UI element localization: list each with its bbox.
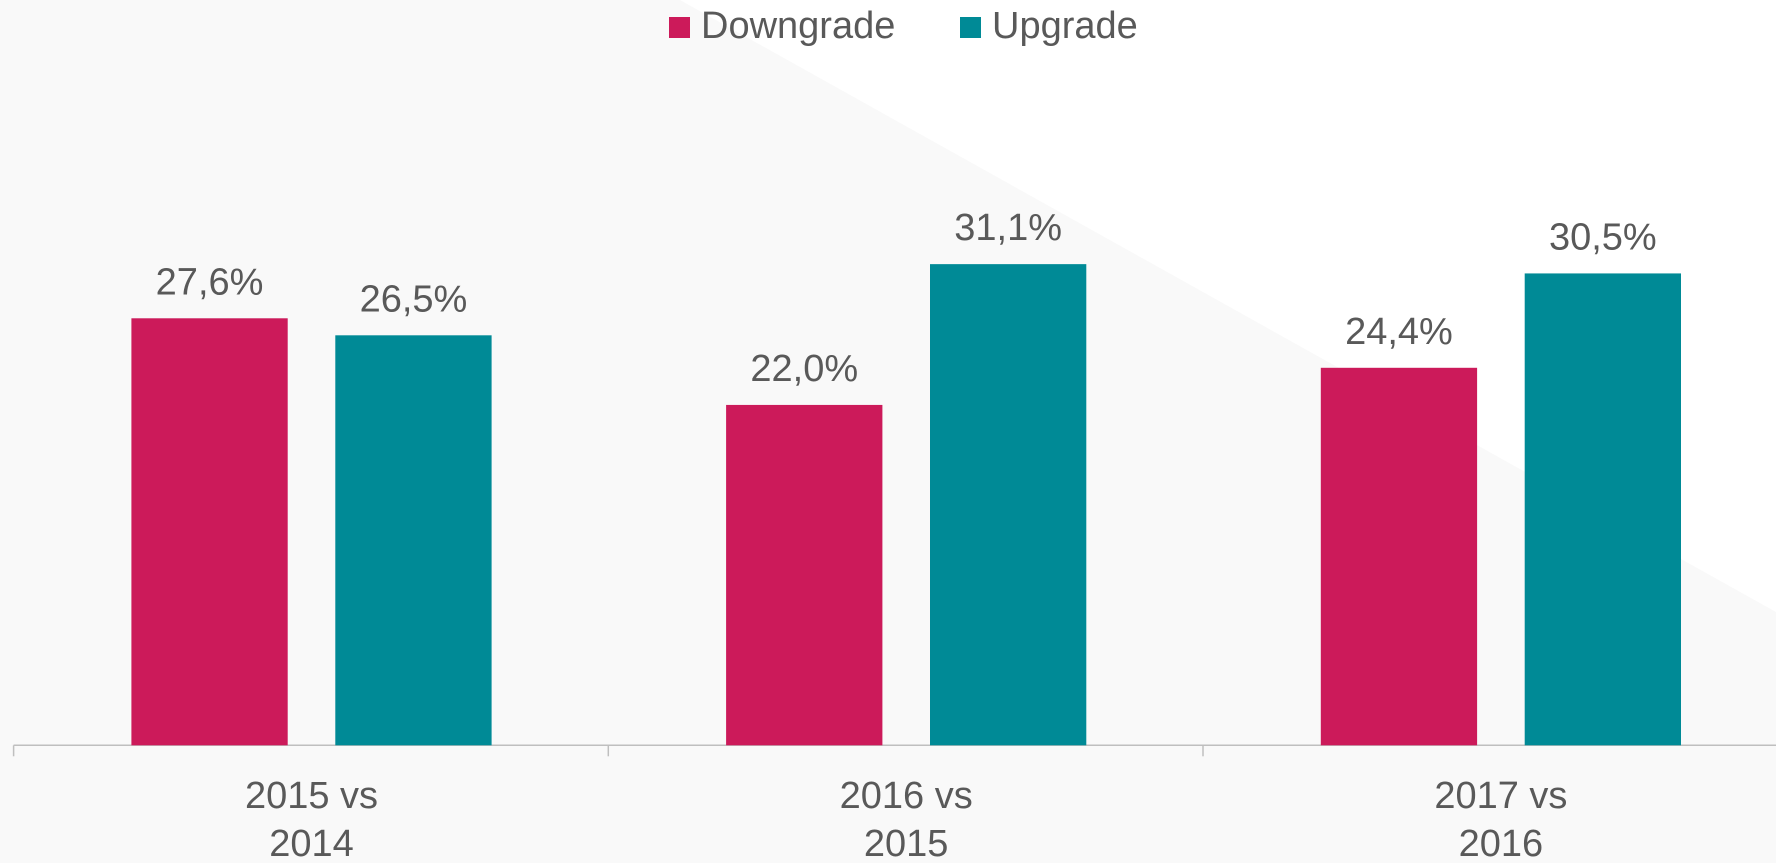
- x-tick-label: 2015 vs 2014: [244, 775, 379, 863]
- bar: [131, 318, 288, 746]
- value-label: 31,1%: [954, 207, 1062, 249]
- bar: [335, 335, 492, 746]
- legend-swatch: [669, 17, 690, 38]
- value-label: 30,5%: [1549, 216, 1657, 258]
- value-label: 24,4%: [1345, 311, 1453, 353]
- value-label: 26,5%: [360, 278, 468, 320]
- bar: [726, 404, 883, 746]
- bar: [1524, 273, 1681, 746]
- legend-label: Downgrade: [701, 5, 895, 47]
- value-label: 27,6%: [156, 261, 264, 303]
- value-label: 22,0%: [750, 348, 858, 390]
- bar: [930, 264, 1087, 746]
- legend-label: Upgrade: [992, 5, 1138, 47]
- x-tick-label: 2017 vs 2016: [1434, 775, 1568, 863]
- legend-swatch: [960, 17, 981, 38]
- bar: [1320, 367, 1478, 746]
- x-tick-label: 2016 vs 2015: [839, 775, 973, 863]
